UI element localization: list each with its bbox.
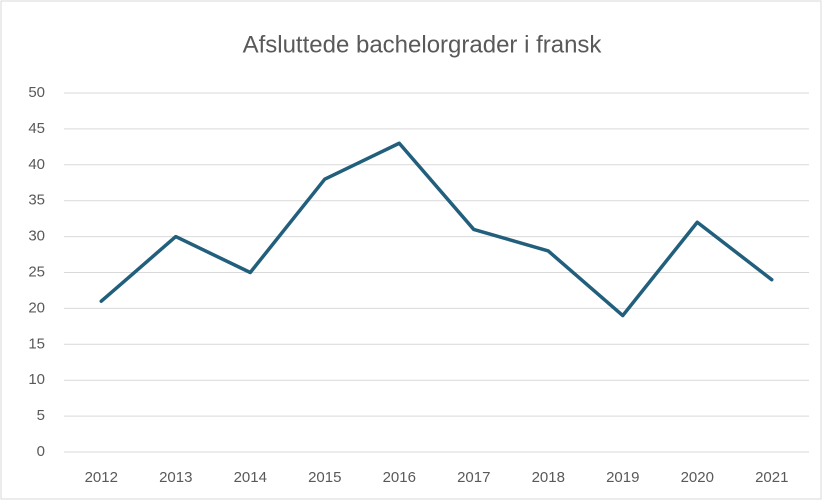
x-tick-label: 2020 <box>681 469 714 486</box>
x-tick-label: 2018 <box>532 469 565 486</box>
x-tick-label: 2012 <box>85 469 118 486</box>
y-tick-label: 35 <box>28 192 45 209</box>
x-tick-label: 2016 <box>383 469 416 486</box>
y-tick-label: 0 <box>37 443 45 460</box>
x-tick-label: 2021 <box>755 469 788 486</box>
y-tick-label: 5 <box>37 407 45 424</box>
y-tick-label: 25 <box>28 263 45 280</box>
y-tick-label: 15 <box>28 335 45 352</box>
data-line <box>99 141 774 318</box>
x-tick-label: 2013 <box>159 469 192 486</box>
y-tick-label: 20 <box>28 299 45 316</box>
y-tick-label: 40 <box>28 156 45 173</box>
y-tick-label: 45 <box>28 120 45 137</box>
x-tick-label: 2015 <box>308 469 341 486</box>
y-tick-label: 30 <box>28 228 45 245</box>
chart-title: Afsluttede bachelorgrader i fransk <box>243 31 603 58</box>
y-tick-label: 10 <box>28 371 45 388</box>
y-tick-label: 50 <box>28 84 45 101</box>
x-tick-label: 2019 <box>606 469 639 486</box>
x-tick-label: 2014 <box>234 469 267 486</box>
x-tick-label: 2017 <box>457 469 490 486</box>
